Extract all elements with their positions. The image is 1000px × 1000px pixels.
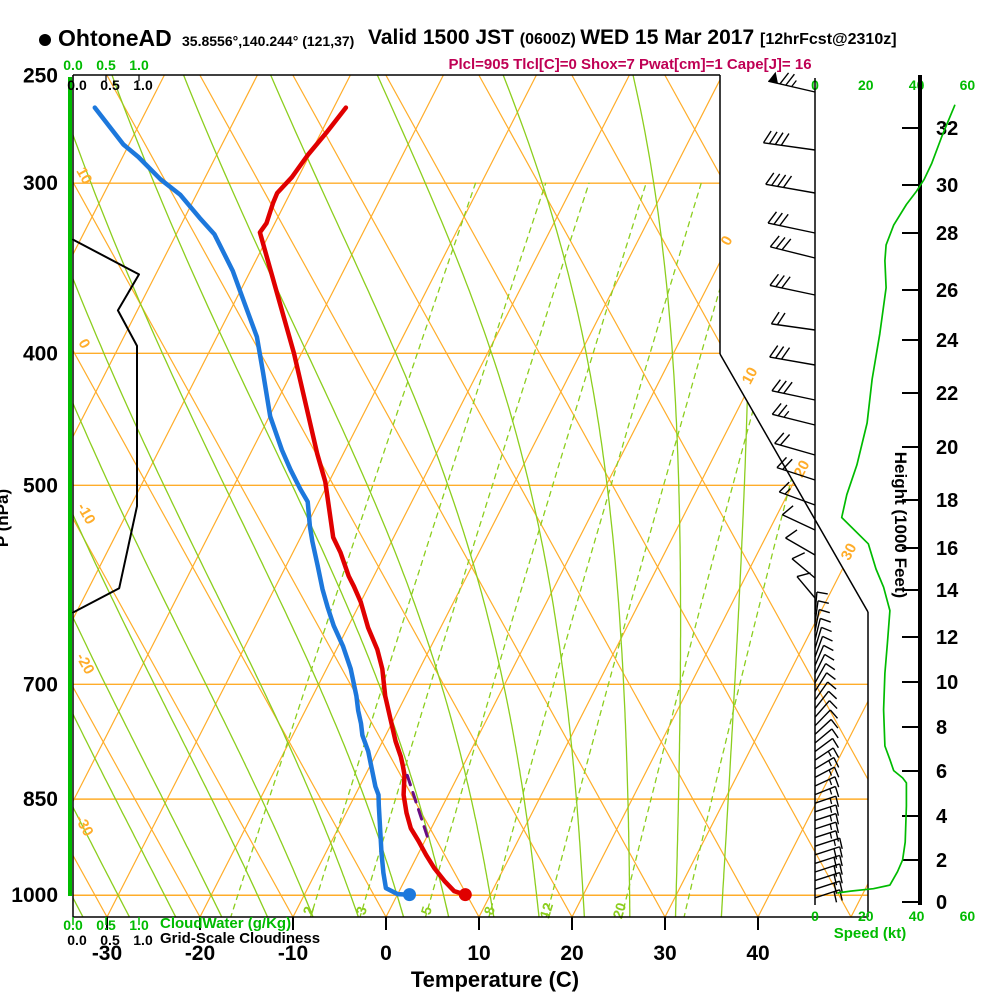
svg-text:24: 24	[936, 330, 959, 352]
svg-text:-20: -20	[72, 650, 97, 677]
svg-text:1.0: 1.0	[129, 917, 149, 933]
speed-axis-title: Speed (kt)	[833, 925, 907, 942]
svg-text:500: 500	[23, 474, 58, 497]
cloudwater-axis-title: CloudWater (g/Kg)	[160, 915, 292, 932]
svg-text:6: 6	[936, 761, 947, 783]
valid-time: Valid 1500 JST	[368, 26, 520, 49]
plot-frame	[68, 74, 869, 918]
svg-text:8: 8	[936, 717, 947, 739]
svg-text:700: 700	[23, 673, 58, 696]
svg-text:12: 12	[536, 901, 556, 921]
station-coordinates: 35.8556°,140.244° (121,37)	[182, 33, 355, 49]
svg-text:40: 40	[746, 942, 769, 965]
wind-barbs	[762, 71, 843, 905]
svg-text:32: 32	[936, 118, 958, 140]
forecast-ref: [12hrFcst@2310z]	[760, 31, 897, 48]
wind-speed-profile	[837, 104, 956, 894]
svg-text:40: 40	[909, 908, 925, 924]
svg-text:28: 28	[936, 223, 958, 245]
svg-text:20: 20	[936, 437, 958, 459]
svg-text:-10: -10	[278, 942, 308, 965]
svg-text:1.0: 1.0	[129, 57, 149, 73]
svg-text:20: 20	[858, 77, 874, 93]
svg-text:26: 26	[936, 280, 958, 302]
svg-text:250: 250	[23, 64, 58, 87]
surface-dewpoint-dot	[402, 888, 416, 902]
svg-text:8: 8	[480, 904, 498, 916]
cloudiness-profile	[72, 238, 140, 614]
svg-text:16: 16	[936, 538, 958, 560]
svg-text:10: 10	[467, 942, 490, 965]
svg-text:0: 0	[380, 942, 392, 965]
svg-text:0.0: 0.0	[63, 57, 83, 73]
svg-text:18: 18	[936, 490, 958, 512]
svg-text:0: 0	[74, 336, 93, 352]
station-bullet-icon	[39, 34, 51, 46]
cloudiness-axis-title: Grid-Scale Cloudiness	[160, 930, 321, 947]
valid-zulu: (0600Z)	[519, 31, 581, 48]
svg-text:22: 22	[936, 383, 958, 405]
svg-text:-30: -30	[92, 942, 122, 965]
svg-text:400: 400	[23, 342, 58, 365]
svg-text:0.0: 0.0	[63, 917, 83, 933]
svg-text:10: 10	[72, 164, 95, 187]
station-name: OhtoneAD	[58, 25, 172, 51]
svg-text:0.5: 0.5	[100, 77, 120, 93]
surface-temperature-dot	[458, 888, 472, 902]
svg-text:14: 14	[936, 580, 959, 602]
svg-text:5: 5	[417, 904, 435, 916]
svg-text:30: 30	[936, 175, 958, 197]
parcel-path	[403, 766, 429, 838]
pressure-axis-title: P (hPa)	[0, 488, 13, 547]
svg-text:30: 30	[653, 942, 676, 965]
valid-date: WED 15 Mar 2017	[580, 26, 760, 49]
svg-text:0.0: 0.0	[67, 932, 87, 948]
svg-text:1.0: 1.0	[133, 77, 153, 93]
height-axis-title: Height (1000 Feet)	[891, 451, 910, 599]
skewt-grid	[73, 75, 868, 917]
svg-text:20: 20	[791, 458, 814, 481]
svg-text:20: 20	[609, 901, 629, 921]
svg-text:-30: -30	[71, 812, 96, 839]
svg-text:10: 10	[936, 672, 958, 694]
svg-text:30: 30	[838, 541, 861, 564]
svg-text:0.5: 0.5	[100, 932, 120, 948]
svg-text:0.5: 0.5	[96, 57, 116, 73]
svg-text:4: 4	[936, 806, 948, 828]
svg-text:60: 60	[960, 77, 976, 93]
svg-text:2: 2	[936, 850, 947, 872]
svg-text:40: 40	[909, 77, 925, 93]
svg-text:20: 20	[858, 908, 874, 924]
svg-text:60: 60	[960, 908, 976, 924]
svg-text:0.5: 0.5	[96, 917, 116, 933]
svg-text:300: 300	[23, 172, 58, 195]
svg-text:-20: -20	[185, 942, 215, 965]
svg-text:0.0: 0.0	[67, 77, 87, 93]
svg-text:1000: 1000	[11, 884, 58, 907]
temperature-axis-title: Temperature (C)	[410, 967, 580, 992]
svg-text:1.0: 1.0	[133, 932, 153, 948]
svg-text:20: 20	[560, 942, 583, 965]
svg-text:10: 10	[739, 365, 762, 388]
stability-indices: Plcl=905 Tlcl[C]=0 Shox=7 Pwat[cm]=1 Cap…	[448, 56, 812, 73]
sounding-profiles	[92, 105, 472, 902]
svg-text:3: 3	[352, 904, 370, 916]
svg-text:850: 850	[23, 788, 58, 811]
svg-text:0: 0	[811, 908, 819, 924]
valid-time-row: Valid 1500 JST (0600Z) WED 15 Mar 2017 […	[368, 26, 897, 50]
svg-text:0: 0	[936, 892, 947, 914]
svg-text:12: 12	[936, 627, 958, 649]
